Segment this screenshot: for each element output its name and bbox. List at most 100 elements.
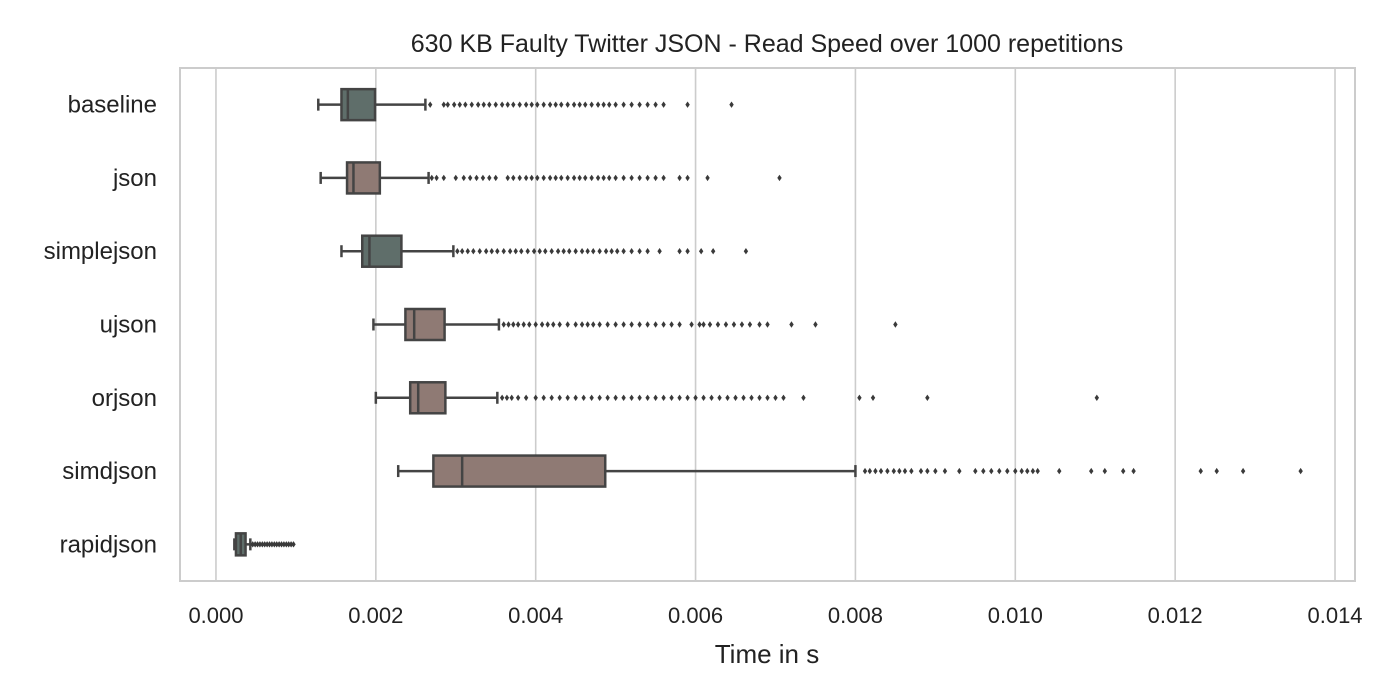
outlier-point [255,541,260,548]
outlier-point [565,174,570,182]
outlier-point [698,248,704,255]
boxplot-simplejson [340,234,749,268]
outlier-point [685,174,690,182]
outlier-point [1214,467,1219,475]
outlier-point [925,467,930,475]
outlier-point [583,174,588,182]
outlier-point [585,248,590,255]
outlier-point [749,394,754,401]
outlier-point [471,248,476,255]
outlier-point [661,101,666,108]
outlier-point [427,101,433,108]
outlier-point [445,101,450,108]
outlier-point [601,174,606,182]
outlier-point [269,541,275,548]
outlier-point [515,394,521,401]
outlier-point [557,321,562,328]
outlier-point [925,394,930,401]
outlier-point [597,394,602,401]
outlier-point [281,541,287,548]
outlier-point [609,248,614,255]
outlier-point [870,394,876,401]
outlier-point [467,174,473,182]
outlier-point [577,174,582,182]
outlier-point [645,101,650,108]
outlier-point [607,101,612,108]
outlier-point [677,248,682,255]
outlier-point [523,394,529,401]
outlier-point [1025,467,1030,475]
outlier-point [571,101,577,108]
outlier-point [621,101,626,108]
outlier-point [499,394,505,401]
boxplot-json [319,161,782,195]
outlier-point [539,321,545,328]
outlier-point [725,394,730,401]
outlier-point [765,321,770,328]
outlier-point [743,248,749,255]
outlier-point [506,321,511,328]
outlier-point [613,394,618,401]
outlier-point [1240,467,1246,475]
outlier-point [537,248,542,255]
outlier-point [276,541,282,548]
outlier-point [257,541,263,548]
outlier-point [577,101,582,108]
outlier-point [555,248,561,255]
outlier-point [1019,467,1024,475]
boxplot-baseline [317,87,734,122]
outlier-point [685,394,690,401]
outlier-point [519,248,524,255]
outlier-point [523,174,529,182]
outlier-point [533,394,538,401]
outlier-point [685,101,690,108]
outlier-point [523,101,529,108]
outlier-point [505,101,510,108]
outlier-point [701,321,706,328]
x-tick-label: 0.000 [188,603,243,628]
outlier-point [621,174,626,182]
outlier-point [637,394,642,401]
outlier-point [274,541,279,548]
x-tick-label: 0.014 [1307,603,1362,628]
outlier-point [885,467,890,475]
outlier-point [481,101,486,108]
outlier-point [529,101,534,108]
outlier-point [547,101,553,108]
category-labels: baseline json simplejson ujson orjson simdjso… [44,92,157,559]
outlier-point [741,394,746,401]
outlier-point [653,174,658,182]
outlier-point [264,541,270,548]
x-axis-label: Time in s [715,639,820,669]
category-label: simplejson [44,238,157,265]
plot-frame [179,67,1356,582]
outlier-point [693,394,698,401]
outlier-point [511,174,516,182]
outlier-point [661,394,666,401]
outlier-point [615,248,620,255]
outlier-point [429,174,434,182]
outlier-point [629,321,634,328]
outlier-point [284,541,289,548]
outlier-point [669,394,674,401]
box-plots [233,87,1303,557]
outlier-point [709,394,714,401]
outlier-point [465,248,470,255]
box [360,234,403,268]
outlier-point [441,174,446,182]
outlier-point [513,248,518,255]
outlier-point [878,467,884,475]
outlier-point [579,248,585,255]
outlier-point [573,394,578,401]
outlier-point [957,467,962,475]
outlier-point [267,541,272,548]
outlier-point [777,174,782,182]
outlier-point [733,394,738,401]
outlier-point [504,394,510,401]
outlier-point [801,394,806,401]
outlier-point [773,394,778,401]
box [340,87,377,122]
outlier-point [637,174,642,182]
outlier-point [581,394,586,401]
